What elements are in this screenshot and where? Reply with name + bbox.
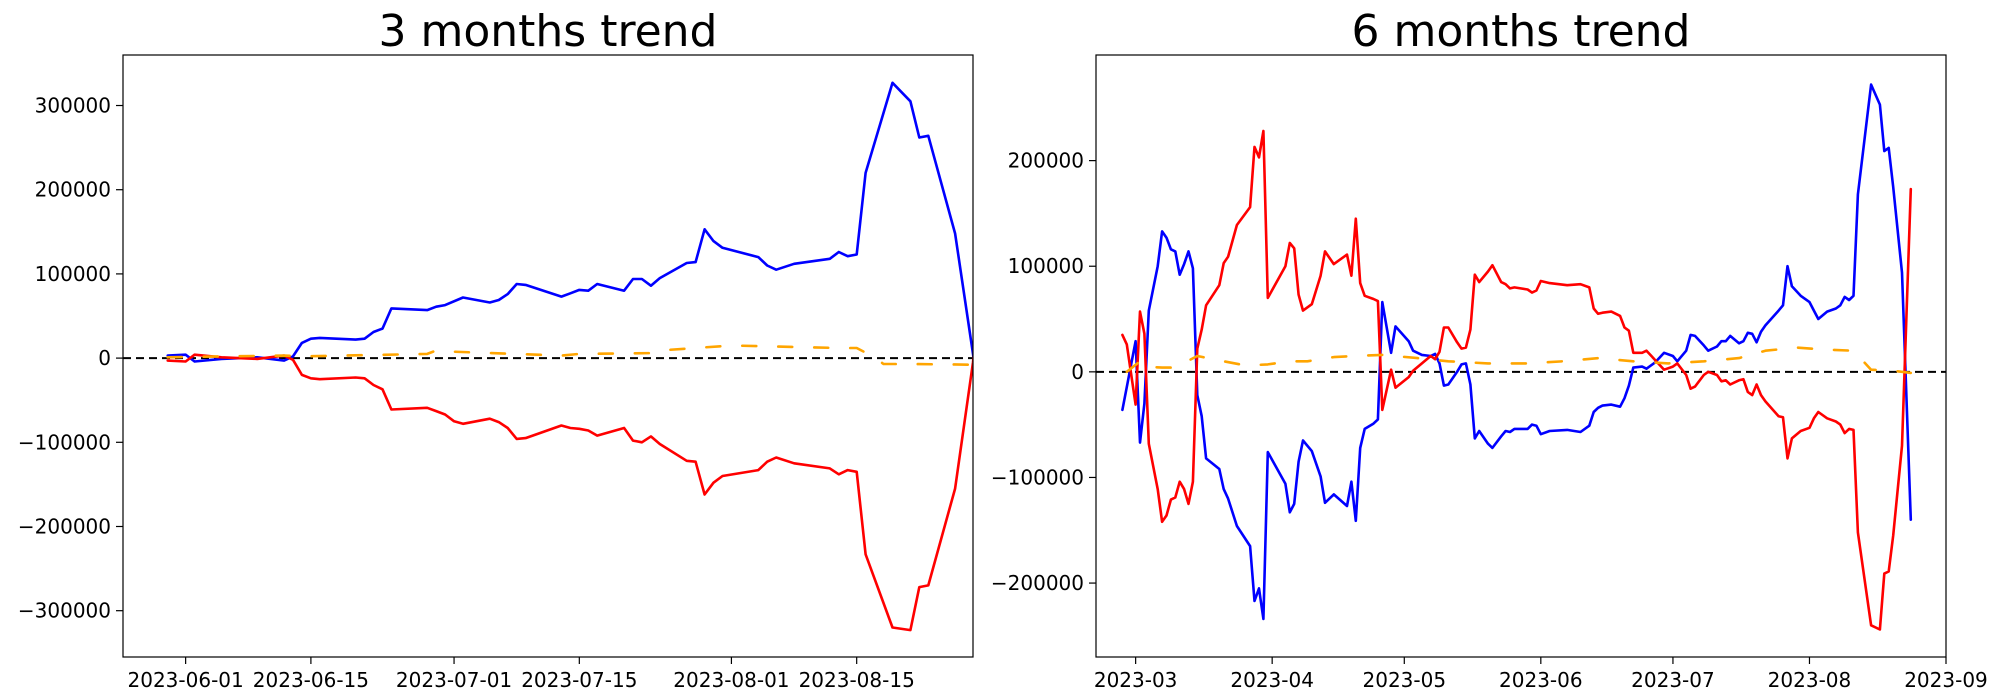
x-tick-label: 2023-08-15 [799,668,915,692]
chart-3-months: 3 months trend 2023-06-01 2023-06-15 2023-… [18,6,974,692]
x-tick-label: 2023-08 [1768,668,1852,692]
y-tick-label: −200000 [18,514,111,538]
series-line-1 [166,81,973,366]
series-line-2 [1121,129,1913,631]
y-tick-label: 0 [98,346,111,370]
y-tick-label: 200000 [35,178,111,202]
y-tick-label: 0 [1071,360,1084,384]
series-line-3 [166,344,973,367]
x-tick-label: 2023-06-01 [128,668,244,692]
y-tick-label: 200000 [1008,149,1084,173]
y-tick-label: 100000 [35,262,111,286]
x-tick-label: 2023-07-15 [521,668,637,692]
y-tick-label: 300000 [35,94,111,118]
x-tick-label: 2023-06 [1499,668,1583,692]
y-tick-label: −100000 [18,430,111,454]
x-tick-label: 2023-05 [1363,668,1447,692]
y-tick-label: −100000 [991,465,1084,489]
plot-frame [1095,54,1947,658]
chart-title: 3 months trend [379,6,718,57]
plot-frame [122,54,974,658]
x-tick-label: 2023-08-01 [673,668,789,692]
series-line-1 [1121,83,1913,621]
x-tick-label: 2023-09 [1904,668,1988,692]
x-tick-label: 2023-07-01 [396,668,512,692]
x-tick-label: 2023-04 [1230,668,1314,692]
x-tick-label: 2023-06-15 [253,668,369,692]
x-tick-label: 2023-07 [1631,668,1715,692]
x-tick-label: 2023-03 [1094,668,1178,692]
chart-6-months: 6 months trend 2023-03 2023-04 2023-05 2023… [991,6,1988,692]
series-line-2 [166,350,973,632]
chart-title: 6 months trend [1352,6,1691,57]
y-tick-label: 100000 [1008,254,1084,278]
y-tick-label: −300000 [18,599,111,623]
y-tick-label: −200000 [991,571,1084,595]
series-line-3 [1125,346,1913,375]
